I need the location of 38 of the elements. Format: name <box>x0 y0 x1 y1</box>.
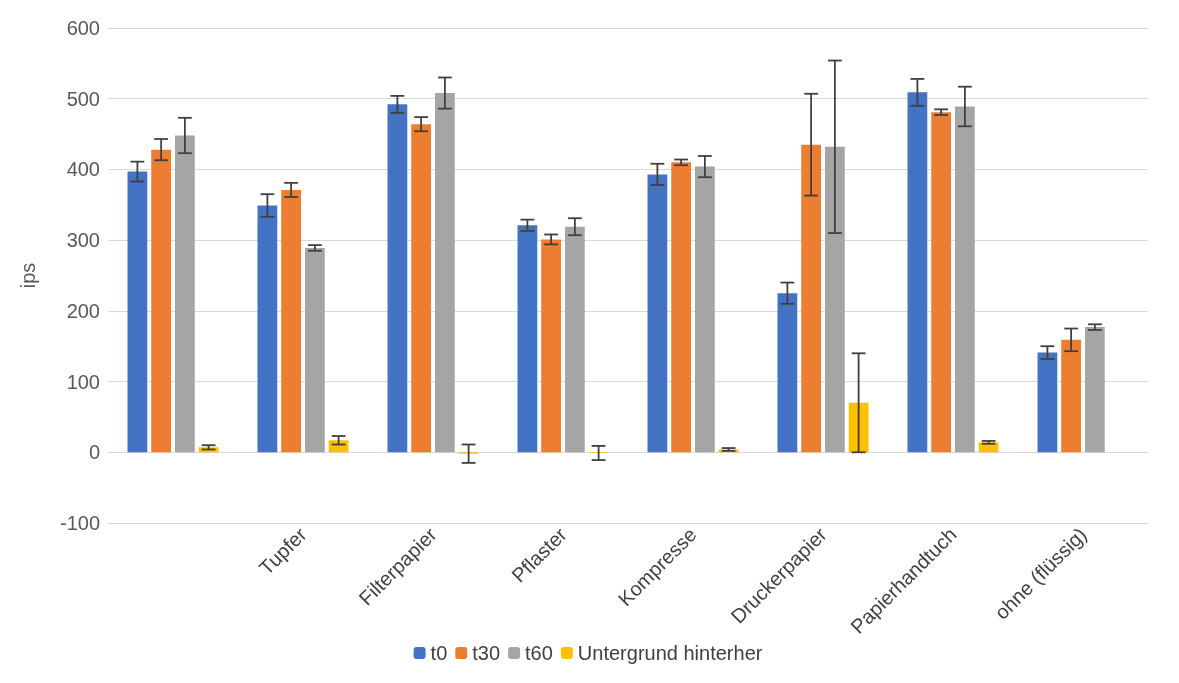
bar <box>694 166 715 453</box>
y-tick-label: 0 <box>88 441 100 464</box>
y-tick-label: 500 <box>66 87 100 110</box>
y-tick-label: 300 <box>66 229 100 252</box>
bar <box>647 174 668 453</box>
bar <box>328 440 349 453</box>
bar <box>824 146 845 453</box>
legend-label: t60 <box>525 642 553 664</box>
bar <box>564 226 585 453</box>
bar <box>434 93 455 453</box>
y-tick-label: 600 <box>66 17 100 39</box>
bar <box>387 104 408 453</box>
y-axis-title: ips <box>17 262 39 289</box>
bar <box>304 247 325 453</box>
y-tick-label: -100 <box>59 512 100 534</box>
bar <box>127 171 148 453</box>
y-tick-label: 200 <box>66 299 100 322</box>
bar <box>777 293 798 453</box>
legend-label: t30 <box>472 642 501 664</box>
bar <box>671 162 692 453</box>
bar <box>517 225 538 453</box>
bar <box>411 124 432 453</box>
bar <box>151 149 172 453</box>
y-tick-label: 100 <box>66 370 100 393</box>
bar <box>1037 352 1058 453</box>
bar <box>954 106 975 453</box>
y-tick-label: 400 <box>66 158 100 181</box>
legend-label: t0 <box>430 642 448 664</box>
bar <box>281 189 302 453</box>
bar <box>1084 327 1105 453</box>
bar <box>907 92 928 453</box>
bar <box>931 112 952 453</box>
legend-label: Untergrund hinterher <box>577 642 763 664</box>
bar <box>257 205 278 453</box>
bar <box>1061 339 1082 453</box>
bar <box>801 144 822 453</box>
bar <box>541 239 562 453</box>
bar <box>174 135 195 453</box>
